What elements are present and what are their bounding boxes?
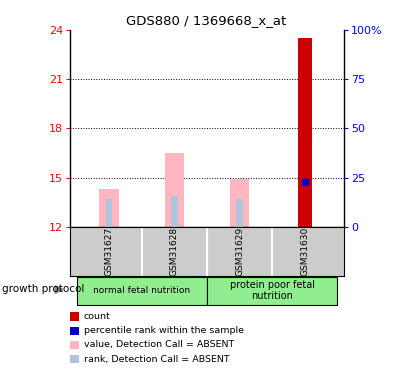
Bar [76,276,207,305]
Text: count: count [84,312,111,321]
Text: GSM31628: GSM31628 [170,226,179,276]
Bar [236,199,243,227]
Text: normal fetal nutrition: normal fetal nutrition [93,286,190,295]
Bar [99,189,119,227]
Bar [106,199,112,227]
Text: value, Detection Call = ABSENT: value, Detection Call = ABSENT [84,340,234,350]
Bar [230,179,250,227]
Text: rank, Detection Call = ABSENT: rank, Detection Call = ABSENT [84,355,230,364]
Text: growth protocol: growth protocol [2,285,84,294]
Bar [207,276,338,305]
Bar [164,153,184,227]
Text: GSM31627: GSM31627 [105,226,114,276]
Text: GDS880 / 1369668_x_at: GDS880 / 1369668_x_at [126,14,286,27]
Text: GSM31629: GSM31629 [235,226,244,276]
Bar [298,38,312,227]
Bar [171,196,178,227]
Text: protein poor fetal
nutrition: protein poor fetal nutrition [230,280,315,302]
Text: GSM31630: GSM31630 [300,226,309,276]
Text: percentile rank within the sample: percentile rank within the sample [84,326,244,335]
